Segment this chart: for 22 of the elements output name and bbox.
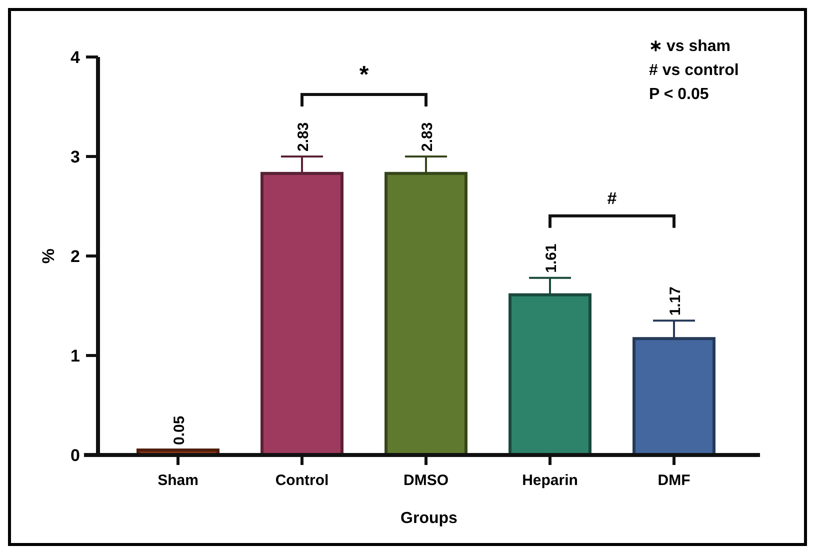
- x-tick-label: DMF: [658, 472, 690, 489]
- data-label: 1.61: [543, 244, 560, 273]
- text: ∗ vs sham: [649, 38, 730, 55]
- y-tick-label: 3: [70, 147, 80, 166]
- x-tick-label: Control: [275, 472, 329, 489]
- x-axis-title: Groups: [400, 510, 458, 527]
- annotation: # vs control: [649, 62, 739, 79]
- data-label: 1.17: [667, 286, 684, 316]
- annotation: *: [359, 62, 370, 88]
- x-tick-label: Heparin: [522, 472, 578, 489]
- annotation: P < 0.05: [649, 86, 709, 103]
- y-axis-title: %: [39, 248, 58, 264]
- y-tick-label: 1: [70, 346, 80, 366]
- y-tick-label: 4: [70, 48, 81, 67]
- x-tick-label: DMSO: [404, 472, 449, 489]
- annotation: #: [607, 188, 618, 208]
- data-label: 0.05: [171, 416, 188, 446]
- data-label: 2.83: [419, 122, 436, 152]
- data-label: 2.83: [295, 122, 312, 152]
- y-tick-label: 0: [70, 446, 80, 465]
- x-tick-label: Sham: [158, 472, 198, 489]
- y-tick-label: 2: [70, 246, 80, 266]
